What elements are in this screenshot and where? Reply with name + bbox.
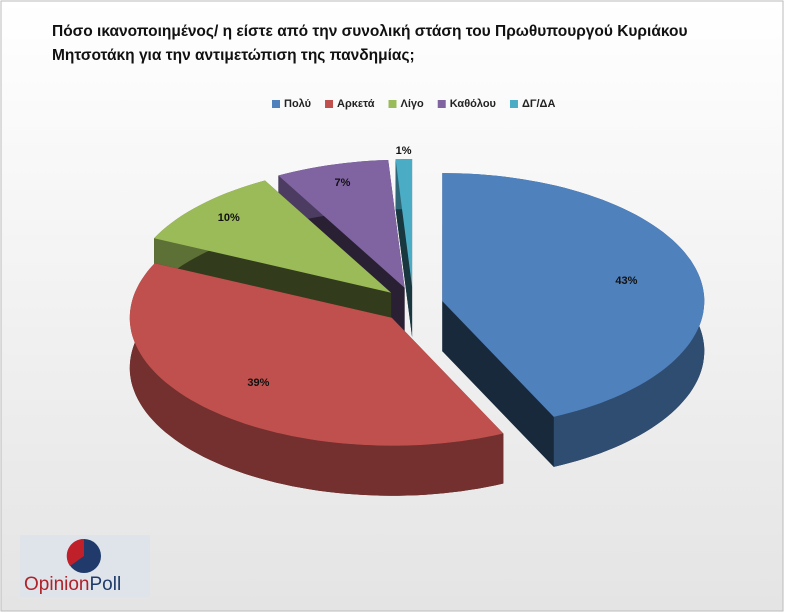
slice-rim (129, 263, 504, 496)
legend-swatch (272, 100, 280, 108)
legend-label: Αρκετά (337, 98, 375, 110)
pie-slice (278, 160, 405, 288)
logo: OpinionPoll (20, 535, 150, 597)
data-label: 1% (396, 145, 412, 157)
legend: Πολύ Αρκετά Λίγο Καθόλου ΔΓ/ΔΑ (272, 98, 555, 110)
slice-wall (442, 301, 554, 467)
pie-slice (129, 263, 504, 446)
legend-swatch (388, 100, 397, 108)
logo-circle-part (66, 538, 84, 566)
legend-swatch (509, 100, 518, 108)
pie (129, 159, 705, 496)
data-label: 10% (218, 212, 240, 224)
data-label: 39% (247, 377, 269, 389)
data-label: 43% (615, 275, 637, 287)
pie-slice (154, 180, 392, 293)
data-labels: 43% 39% 10% 7% 1% (218, 145, 638, 389)
logo-text: OpinionPoll (24, 574, 121, 595)
legend-label: ΔΓ/ΔΑ (522, 98, 555, 110)
data-label: 7% (335, 177, 351, 189)
legend-swatch (325, 100, 334, 108)
chart-title: Πόσο ικανοποιημένος/ η είστε από την συν… (52, 23, 688, 64)
pie-slice (395, 159, 413, 287)
legend-label: Λίγο (401, 98, 425, 110)
pie-slice (442, 173, 705, 417)
legend-label: Καθόλου (450, 98, 496, 110)
legend-swatch (437, 100, 446, 108)
logo-text-1: Opinion (24, 574, 90, 595)
legend-label: Πολύ (284, 98, 311, 110)
logo-text-2: Poll (90, 574, 122, 595)
